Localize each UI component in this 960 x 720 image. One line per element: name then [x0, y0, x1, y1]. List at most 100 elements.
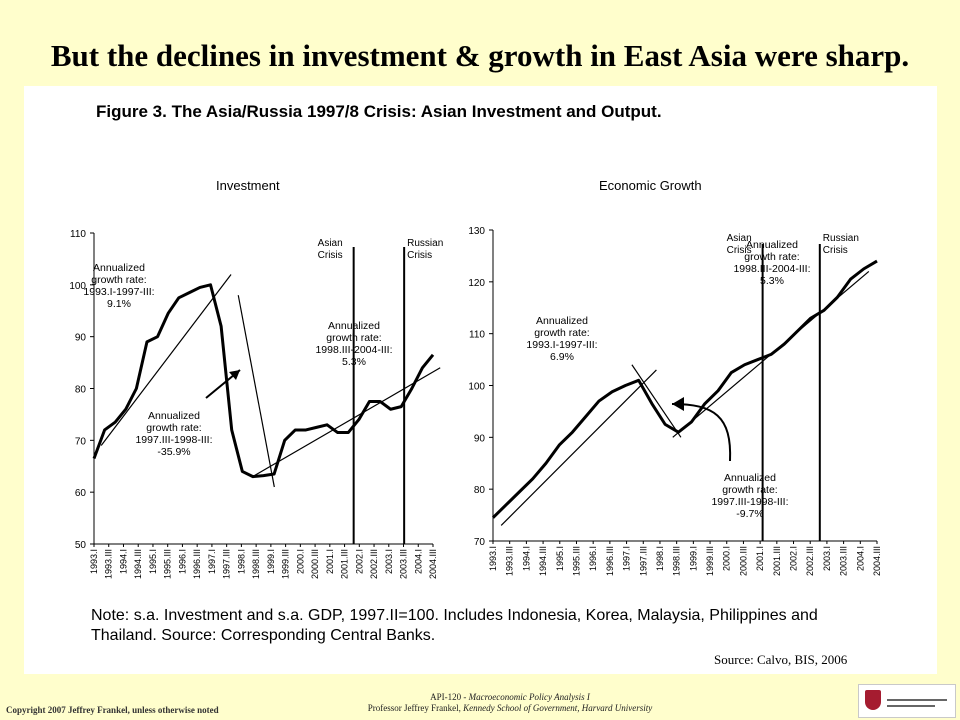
x-tick-label: 1993.I [488, 546, 498, 571]
footer-course: API-120 - [430, 692, 469, 702]
growth-rate-annotation: Annualized growth rate: 1997.III-1998-III:… [711, 472, 788, 520]
arrow-head [672, 397, 684, 411]
trend-line [100, 274, 232, 446]
series-line [92, 283, 435, 479]
x-tick-label: 1994.III [538, 546, 548, 576]
x-tick-label: 2003.III [399, 549, 409, 579]
chart-title: Economic Growth [599, 178, 702, 193]
x-tick-label: 1997.III [638, 546, 648, 576]
y-tick-label: 80 [474, 485, 486, 496]
y-tick-label: 70 [474, 537, 486, 548]
y-tick-label: 90 [75, 333, 87, 344]
x-tick-label: 2002.I [354, 549, 364, 574]
trend-line [631, 364, 682, 438]
footer-course-line: API-120 - Macroeconomic Policy Analysis … [300, 692, 720, 703]
x-tick-label: 2004.III [428, 549, 438, 579]
footer-copyright: Copyright 2007 Jeffrey Frankel, unless o… [6, 705, 219, 715]
x-tick-label: 1998.III [251, 549, 261, 579]
chart-title: Investment [216, 178, 280, 193]
crisis-label: Asian Crisis [727, 233, 752, 256]
x-tick-label: 2004.I [855, 546, 865, 571]
growth-rate-annotation: Annualized growth rate: 1998.III-2004-III:… [733, 239, 810, 287]
x-tick-label: 1994.I [118, 549, 128, 574]
y-tick-label: 110 [469, 330, 485, 341]
x-tick-label: 1996.III [605, 546, 615, 576]
footer-professor-italic: Kennedy School of Government, Harvard Un… [463, 703, 653, 713]
x-tick-label: 2001.III [772, 546, 782, 576]
note-line-1: Note: s.a. Investment and s.a. GDP, 1997… [91, 607, 818, 624]
x-tick-label: 2000.I [295, 549, 305, 574]
annotation-arrow [671, 403, 732, 462]
x-tick-label: 1999.III [281, 549, 291, 579]
figure-note: Note: s.a. Investment and s.a. GDP, 1997… [91, 606, 911, 646]
x-tick-label: 2003.III [839, 546, 849, 576]
x-tick-label: 1997.I [207, 549, 217, 574]
y-tick-label: 110 [70, 229, 86, 240]
growth-rate-annotation: Annualized growth rate: 1998.III-2004-III:… [315, 320, 392, 368]
trend-line [237, 295, 275, 488]
y-tick-label: 130 [468, 226, 485, 237]
y-tick-label: 50 [75, 540, 87, 551]
growth-rate-annotation: Annualized growth rate: 1993.I-1997-III: 9.… [83, 262, 154, 310]
crisis-label: Russian Crisis [407, 238, 443, 261]
x-tick-label: 1994.I [521, 546, 531, 571]
growth-rate-annotation: Annualized growth rate: 1997.III-1998-III:… [135, 410, 212, 458]
figure-panel: Figure 3. The Asia/Russia 1997/8 Crisis:… [24, 86, 937, 674]
x-tick-label: 2001.I [325, 549, 335, 574]
x-tick-label: 1999.III [705, 546, 715, 576]
x-tick-label: 1995.III [163, 549, 173, 579]
figure-source: Source: Calvo, BIS, 2006 [714, 652, 848, 667]
y-tick-label: 90 [474, 433, 486, 444]
trend-line [672, 271, 870, 438]
y-tick-label: 100 [69, 281, 86, 292]
x-tick-label: 1999.I [688, 546, 698, 571]
x-tick-label: 1993.I [89, 549, 99, 574]
x-tick-label: 2000.I [722, 546, 732, 571]
crisis-label: Asian Crisis [318, 238, 343, 261]
x-tick-label: 2002.III [805, 546, 815, 576]
trend-line [252, 367, 441, 478]
harvard-kennedy-logo [858, 684, 956, 718]
figure-title: Figure 3. The Asia/Russia 1997/8 Crisis:… [96, 102, 662, 121]
footer-course-italic: Macroeconomic Policy Analysis I [468, 692, 590, 702]
x-tick-label: 1995.III [571, 546, 581, 576]
x-tick-label: 1998.I [655, 546, 665, 571]
x-tick-label: 2004.I [413, 549, 423, 574]
x-tick-label: 1996.I [177, 549, 187, 574]
x-tick-label: 2000.III [310, 549, 320, 579]
x-tick-label: 1998.III [672, 546, 682, 576]
chart-investment: Investment 50 60 70 80 90 100 110 1993.I 1993.III… [69, 178, 443, 579]
x-tick-label: 2002.I [789, 546, 799, 571]
x-tick-label: 1995.I [555, 546, 565, 571]
x-tick-label: 1996.III [192, 549, 202, 579]
y-tick-label: 80 [75, 385, 87, 396]
x-tick-label: 1998.I [236, 549, 246, 574]
slide-title: But the declines in investment & growth … [50, 38, 910, 73]
y-tick-label: 120 [468, 278, 485, 289]
x-tick-label: 2003.I [822, 546, 832, 571]
x-tick-label: 2000.III [738, 546, 748, 576]
x-tick-label: 1997.III [222, 549, 232, 579]
charts-svg: Investment 50 60 70 80 90 100 110 1993.I 1993.III… [69, 178, 882, 579]
x-tick-label: 2004.III [872, 546, 882, 576]
x-tick-label: 1995.I [148, 549, 158, 574]
arrow-head [229, 370, 240, 380]
x-tick-label: 1993.III [104, 549, 114, 579]
footer-course-info: API-120 - Macroeconomic Policy Analysis … [300, 692, 720, 714]
crisis-label: Russian Crisis [823, 233, 859, 256]
footer-professor: Professor Jeffrey Frankel, [367, 703, 464, 713]
y-tick-label: 100 [468, 382, 485, 393]
note-line-2: Thailand. Source: Corresponding Central … [91, 627, 436, 644]
x-tick-label: 1999.I [266, 549, 276, 574]
chart-economic-growth: Economic Growth 70 80 90 100 110 120 130 1993.I 1… [468, 178, 882, 576]
x-tick-label: 2001.III [340, 549, 350, 579]
x-tick-label: 1996.I [588, 546, 598, 571]
y-tick-label: 60 [75, 488, 87, 499]
x-tick-label: 2001.I [755, 546, 765, 571]
x-tick-label: 2002.III [369, 549, 379, 579]
shield-icon [865, 690, 881, 710]
x-tick-label: 1993.III [505, 546, 515, 576]
x-tick-label: 1997.I [622, 546, 632, 571]
footer-professor-line: Professor Jeffrey Frankel, Kennedy Schoo… [300, 703, 720, 714]
x-tick-label: 2003.I [384, 549, 394, 574]
